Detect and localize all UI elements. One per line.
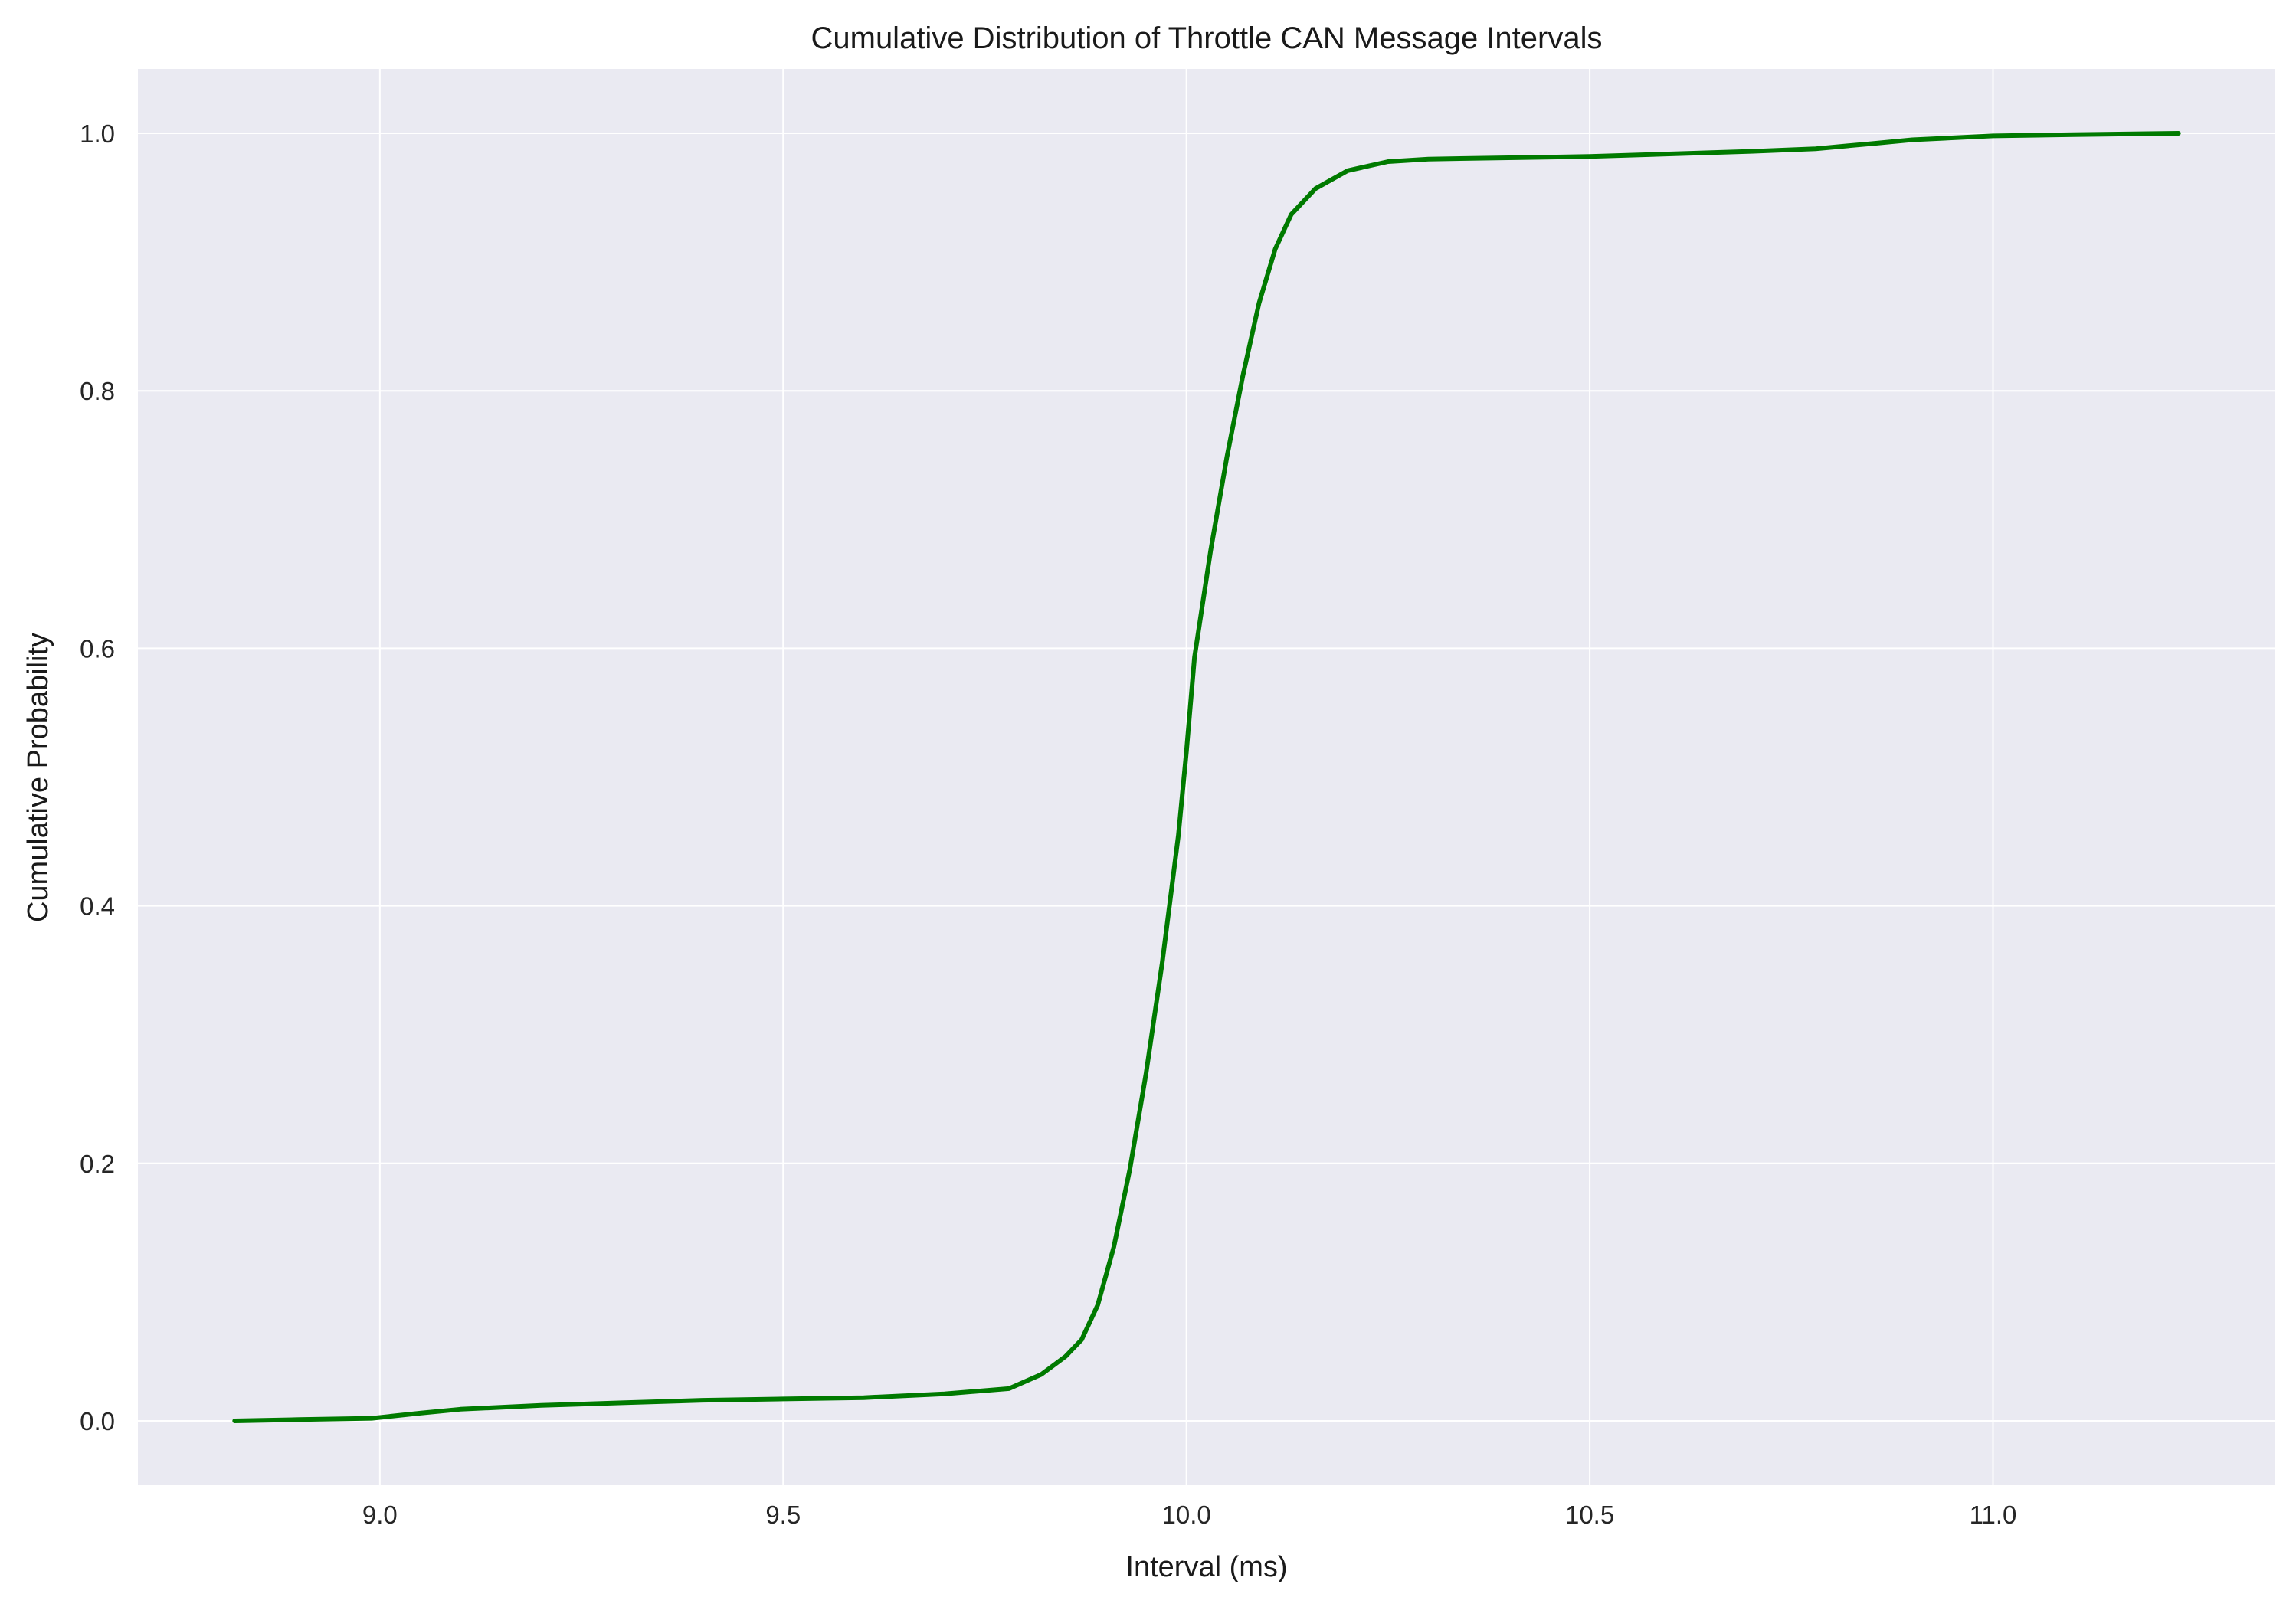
series-layer <box>232 131 2181 1423</box>
y-tick-label: 0.4 <box>80 892 115 921</box>
y-tick-labels: 0.0 0.2 0.4 0.6 0.8 1.0 <box>80 119 115 1435</box>
x-tick-label: 11.0 <box>1970 1501 2017 1529</box>
plot-area <box>138 69 2275 1485</box>
y-tick-label: 0.2 <box>80 1150 115 1178</box>
grid-lines <box>138 69 2275 1485</box>
x-tick-label: 9.0 <box>362 1501 398 1529</box>
x-tick-label: 10.5 <box>1565 1501 1614 1529</box>
y-tick-label: 0.8 <box>80 377 115 405</box>
y-tick-label: 0.6 <box>80 634 115 663</box>
x-tick-label: 10.0 <box>1162 1501 1211 1529</box>
chart-title: Cumulative Distribution of Throttle CAN … <box>811 21 1602 55</box>
y-tick-label: 0.0 <box>80 1407 115 1435</box>
x-tick-label: 9.5 <box>765 1501 801 1529</box>
x-tick-labels: 9.0 9.5 10.0 10.5 11.0 <box>362 1501 2016 1529</box>
x-axis-label: Interval (ms) <box>1125 1551 1287 1583</box>
cdf-series-line <box>232 131 2181 1423</box>
y-tick-label: 1.0 <box>80 119 115 148</box>
y-axis-label: Cumulative Probability <box>22 633 54 922</box>
